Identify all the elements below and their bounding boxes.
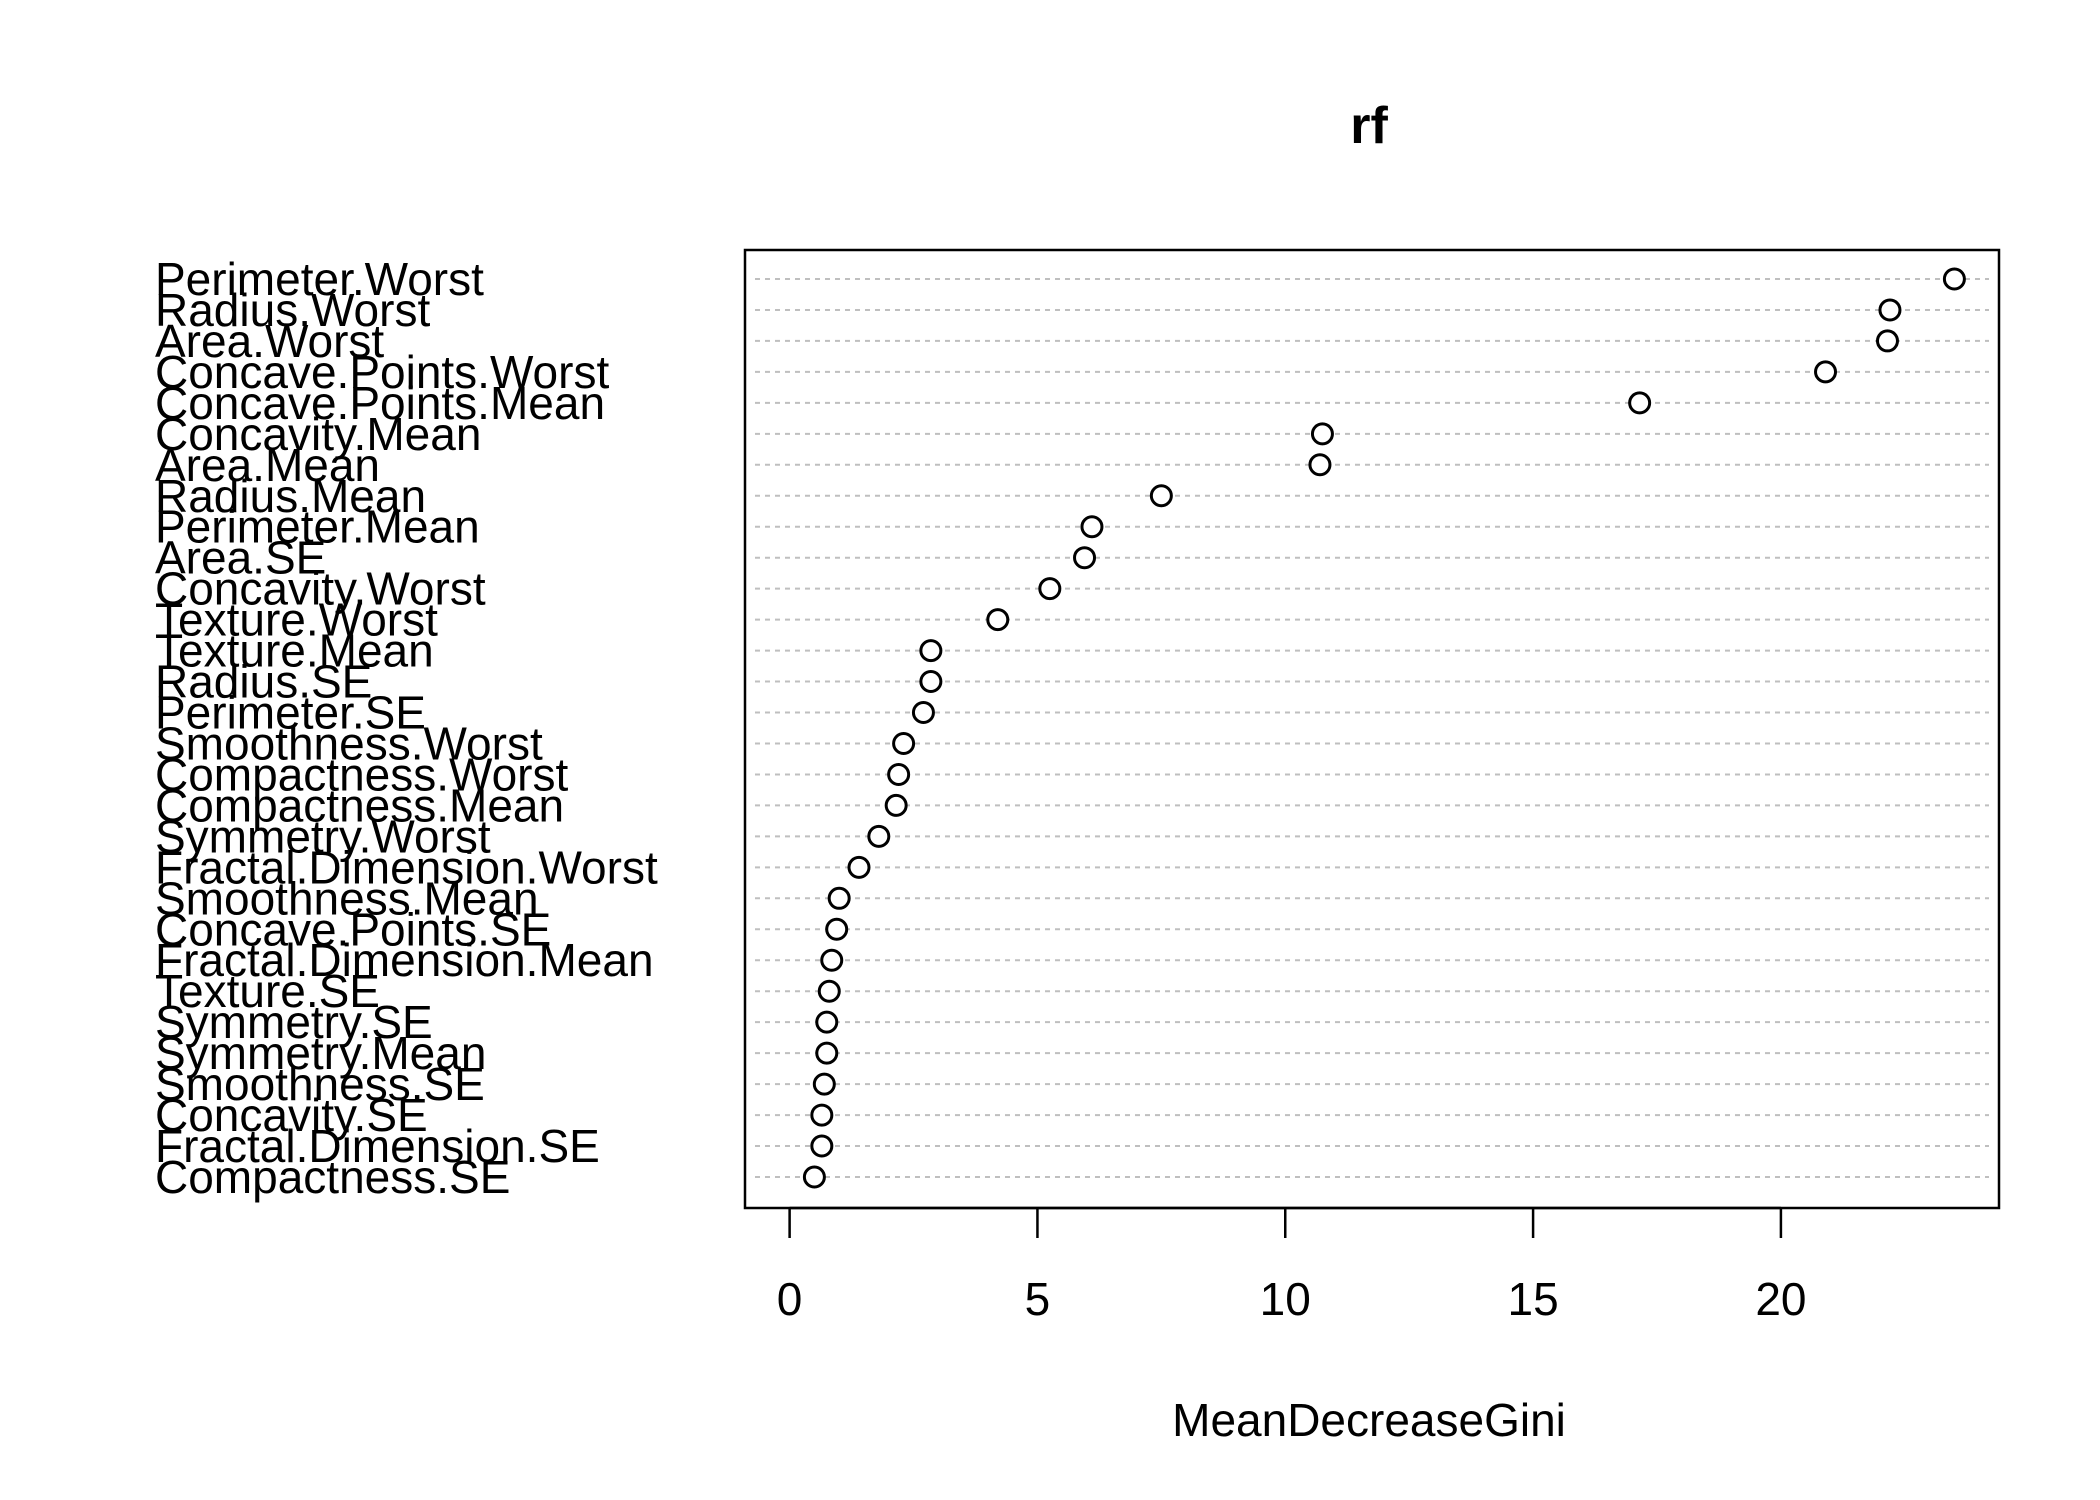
data-point bbox=[887, 762, 911, 786]
category-label: Compactness.Worst bbox=[155, 748, 569, 800]
category-label: Fractal.Dimension.Mean bbox=[155, 934, 654, 986]
category-label: Area.SE bbox=[155, 532, 326, 584]
category-label: Texture.Mean bbox=[155, 625, 434, 677]
x-tick-label: 20 bbox=[1755, 1273, 1806, 1325]
data-point bbox=[847, 855, 871, 879]
category-label: Concavity.SE bbox=[155, 1089, 428, 1141]
guide-lines bbox=[755, 278, 1989, 1178]
x-tick-label: 15 bbox=[1508, 1273, 1559, 1325]
data-point bbox=[911, 701, 935, 725]
x-tick-label: 0 bbox=[777, 1273, 803, 1325]
data-point bbox=[810, 1103, 834, 1127]
category-label: Area.Mean bbox=[155, 439, 380, 491]
data-point bbox=[919, 670, 943, 694]
plot-frame bbox=[743, 248, 2001, 1210]
category-label: Perimeter.Worst bbox=[155, 253, 484, 305]
data-point bbox=[827, 886, 851, 910]
data-point bbox=[815, 1010, 839, 1034]
data-point bbox=[986, 608, 1010, 632]
data-point bbox=[810, 1134, 834, 1158]
category-label: Smoothness.Worst bbox=[155, 717, 543, 769]
category-label: Perimeter.SE bbox=[155, 687, 426, 739]
category-label: Radius.Mean bbox=[155, 470, 426, 522]
category-label: Radius.Worst bbox=[155, 284, 430, 336]
category-label: Concavity.Mean bbox=[155, 408, 481, 460]
data-point bbox=[1080, 515, 1104, 539]
data-point bbox=[892, 731, 916, 755]
x-axis: 0 5 10 15 20 bbox=[777, 1206, 1806, 1325]
data-point bbox=[1310, 422, 1334, 446]
data-point bbox=[1875, 329, 1899, 353]
chart-title: rf bbox=[1350, 97, 1388, 155]
data-point bbox=[1308, 453, 1332, 477]
data-point bbox=[1149, 484, 1173, 508]
data-point bbox=[1814, 360, 1838, 384]
data-point bbox=[815, 1041, 839, 1065]
x-tick-label: 5 bbox=[1025, 1273, 1051, 1325]
category-label: Concavity.Worst bbox=[155, 563, 486, 615]
data-point bbox=[919, 639, 943, 663]
category-label: Concave.Points.SE bbox=[155, 903, 551, 955]
data-point bbox=[802, 1165, 826, 1189]
category-label: Concave.Points.Worst bbox=[155, 346, 609, 398]
data-point bbox=[820, 948, 844, 972]
data-point bbox=[1878, 298, 1902, 322]
data-point bbox=[1038, 577, 1062, 601]
category-label: Compactness.SE bbox=[155, 1151, 510, 1203]
category-label: Concave.Points.Mean bbox=[155, 377, 605, 429]
category-label: Symmetry.Worst bbox=[155, 810, 491, 862]
data-point bbox=[1628, 391, 1652, 415]
category-labels: Perimeter.WorstRadius.WorstArea.WorstCon… bbox=[155, 253, 658, 1203]
category-label: Symmetry.SE bbox=[155, 996, 433, 1048]
data-points bbox=[802, 267, 1966, 1189]
data-point bbox=[1073, 546, 1097, 570]
category-label: Perimeter.Mean bbox=[155, 501, 480, 553]
x-axis-title: MeanDecreaseGini bbox=[1172, 1394, 1566, 1446]
category-label: Texture.SE bbox=[155, 965, 380, 1017]
category-label: Area.Worst bbox=[155, 315, 384, 367]
data-point bbox=[867, 824, 891, 848]
category-label: Symmetry.Mean bbox=[155, 1027, 486, 1079]
category-label: Texture.Worst bbox=[155, 594, 438, 646]
data-point bbox=[1942, 267, 1966, 291]
data-point bbox=[825, 917, 849, 941]
data-point bbox=[817, 979, 841, 1003]
data-point bbox=[884, 793, 908, 817]
category-label: Smoothness.SE bbox=[155, 1058, 485, 1110]
data-point bbox=[812, 1072, 836, 1096]
category-label: Fractal.Dimension.Worst bbox=[155, 841, 658, 893]
x-tick-label: 10 bbox=[1260, 1273, 1311, 1325]
category-label: Radius.SE bbox=[155, 656, 372, 708]
category-label: Smoothness.Mean bbox=[155, 872, 539, 924]
category-label: Compactness.Mean bbox=[155, 779, 564, 831]
category-label: Fractal.Dimension.SE bbox=[155, 1120, 600, 1172]
